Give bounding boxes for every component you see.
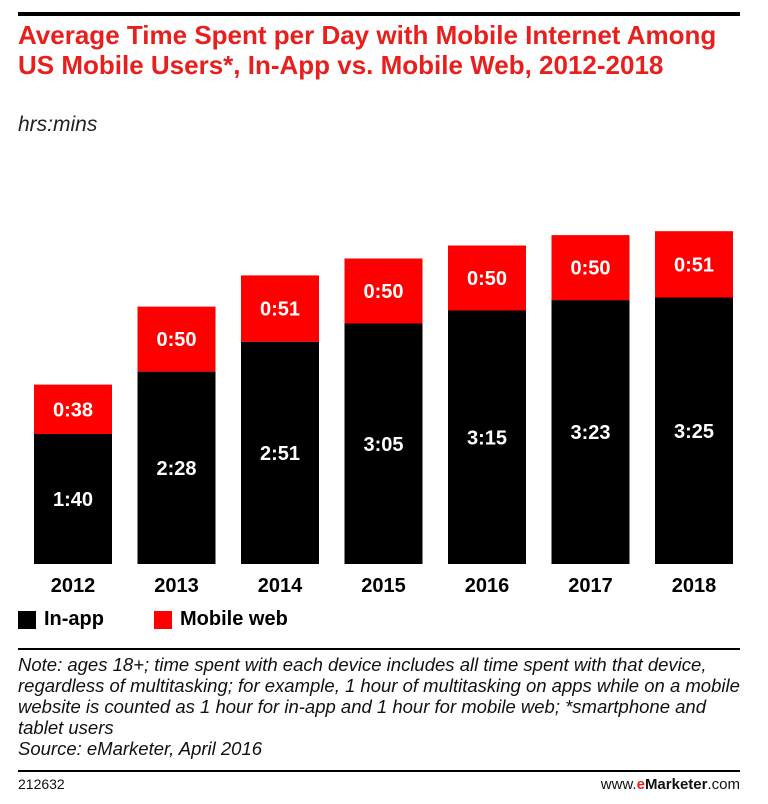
bar-in-app-2015 (344, 323, 423, 564)
bars-group: 1:40 0:38 2:28 0:50 2:51 0:51 3:05 0:50 3:15 0:50… (34, 231, 733, 564)
data-label-mobile-web-2013: 0:50 (156, 329, 196, 351)
x-tick-2015: 2015 (361, 575, 406, 597)
brand-name: Marketer (644, 776, 708, 793)
data-label-in-app-2016: 3:15 (467, 427, 507, 449)
data-label-mobile-web-2017: 0:50 (570, 258, 610, 280)
chart-title: Average Time Spent per Day with Mobile I… (18, 20, 717, 80)
source-text: Source: eMarketer, April 2016 (18, 738, 263, 759)
data-label-in-app-2015: 3:05 (363, 434, 403, 456)
bar-in-app-2012 (34, 434, 112, 564)
note-text: Note: ages 18+; time spent with each dev… (18, 654, 740, 738)
data-label-mobile-web-2016: 0:50 (467, 268, 507, 290)
chart-id: 212632 (18, 776, 65, 792)
divider-rule (18, 648, 740, 650)
bar-in-app-2013 (137, 371, 216, 564)
bar-mobile-web-2015 (344, 258, 423, 324)
data-label-mobile-web-2014: 0:51 (260, 299, 300, 321)
legend-swatch-in-app (18, 610, 36, 629)
x-tick-2012: 2012 (51, 575, 96, 597)
data-label-mobile-web-2012: 0:38 (53, 399, 93, 421)
bar-in-app-2017 (551, 300, 630, 564)
data-label-in-app-2017: 3:23 (570, 422, 610, 444)
legend-label-mobile-web: Mobile web (180, 608, 288, 630)
data-label-in-app-2014: 2:51 (260, 443, 300, 465)
bar-mobile-web-2017 (551, 235, 630, 301)
stacked-bar-chart: 1:40 0:38 2:28 0:50 2:51 0:51 3:05 0:50 3:15 0:50… (34, 231, 733, 597)
x-tick-2013: 2013 (154, 575, 199, 597)
top-rule (18, 12, 740, 16)
legend-item-in-app: In-app (18, 608, 104, 631)
legend-swatch-mobile-web (154, 610, 172, 629)
bottom-rule (18, 770, 740, 772)
brand-suffix: .com (707, 776, 740, 793)
data-label-in-app-2018: 3:25 (674, 421, 714, 443)
bar-mobile-web-2012 (34, 384, 112, 434)
legend-item-mobile-web: Mobile web (154, 608, 288, 631)
chart-subtitle: hrs:mins (18, 113, 98, 136)
x-tick-2016: 2016 (465, 575, 510, 597)
bar-mobile-web-2013 (137, 306, 216, 372)
bar-mobile-web-2018 (655, 231, 733, 298)
legend-label-in-app: In-app (44, 608, 104, 630)
bar-in-app-2018 (655, 297, 733, 564)
data-label-in-app-2012: 1:40 (53, 489, 93, 511)
data-label-mobile-web-2018: 0:51 (674, 254, 714, 276)
brand-url[interactable]: www.eMarketer.com (601, 776, 740, 793)
note-block: Note: ages 18+; time spent with each dev… (18, 654, 743, 759)
bar-in-app-2016 (448, 310, 526, 564)
x-axis-ticks: 2012 2013 2014 2015 2016 2017 2018 (51, 575, 717, 597)
bar-mobile-web-2016 (448, 245, 526, 311)
brand-prefix: www. (600, 776, 637, 793)
x-tick-2014: 2014 (258, 575, 303, 597)
bar-in-app-2014 (241, 341, 319, 564)
data-label-in-app-2013: 2:28 (156, 458, 196, 480)
x-tick-2018: 2018 (672, 575, 717, 597)
legend: In-app Mobile web (18, 608, 338, 631)
bar-mobile-web-2014 (241, 275, 319, 342)
x-tick-2017: 2017 (568, 575, 613, 597)
data-label-mobile-web-2015: 0:50 (363, 281, 403, 303)
brand-e: e (636, 776, 645, 793)
